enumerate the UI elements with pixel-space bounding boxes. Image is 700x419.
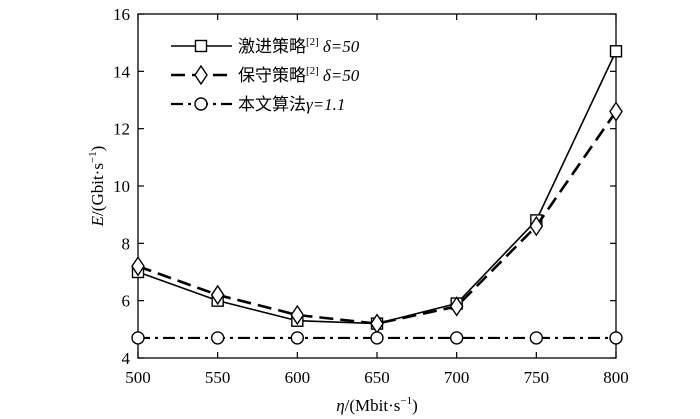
y-tick-label: 8	[122, 234, 131, 253]
series-2-point	[609, 101, 623, 122]
legend-ref: [2]	[306, 36, 319, 48]
x-tick-label: 750	[524, 368, 550, 387]
y-axis-var: E	[88, 215, 107, 227]
series-3	[131, 331, 623, 345]
y-tick-label: 14	[113, 62, 131, 81]
y-axis-label: E/(Gbit·s−1)	[87, 146, 107, 228]
legend-label-1: 激进策略[2] δ=50	[238, 36, 360, 56]
legend-param: δ=50	[323, 37, 360, 56]
series-3-point	[370, 331, 384, 345]
legend-marker-1	[194, 39, 208, 53]
legend-name: 激进策略	[238, 37, 306, 56]
legend-param: δ=50	[323, 66, 360, 85]
legend-marker-3	[194, 97, 208, 111]
y-tick-label: 10	[113, 177, 130, 196]
axis-ticks: 500 550 600 650 700 750 800 4 6 8 10 12 14 16	[113, 5, 629, 387]
series-3-point	[449, 331, 464, 345]
x-tick-label: 600	[285, 368, 311, 387]
x-axis-unit-exp: −1	[400, 395, 412, 407]
y-axis-unit: /(Gbit·s	[88, 163, 107, 216]
y-tick-label: 16	[113, 5, 130, 24]
series-2-point	[449, 296, 464, 317]
series-1-point	[609, 45, 623, 58]
legend-name: 本文算法	[238, 95, 306, 114]
x-tick-label: 550	[205, 368, 231, 387]
x-axis-var: η	[336, 396, 344, 415]
y-axis-unit-exp: −1	[87, 151, 99, 163]
x-tick-label: 500	[125, 368, 151, 387]
series-3-point	[609, 331, 623, 345]
series-layer	[131, 45, 623, 345]
series-3-point	[131, 331, 145, 345]
x-axis-label: η/(Mbit·s−1)	[336, 395, 418, 415]
y-axis-close: )	[88, 146, 107, 152]
series-3-point	[210, 331, 225, 345]
legend-marker-2	[194, 64, 208, 86]
series-2	[131, 101, 623, 334]
x-tick-label: 650	[364, 368, 390, 387]
legend-name: 保守策略	[238, 66, 306, 85]
y-tick-label: 6	[122, 292, 131, 311]
series-3-point	[529, 331, 544, 345]
legend-label-3: 本文算法γ=1.1	[238, 95, 345, 114]
series-2-point	[529, 215, 544, 237]
legend-param: γ=1.1	[306, 95, 345, 114]
legend-label-2: 保守策略[2] δ=50	[238, 65, 360, 85]
plot-frame	[137, 13, 617, 359]
legend-ref: [2]	[306, 65, 319, 77]
x-axis-unit: /(Mbit·s	[345, 396, 401, 415]
y-tick-label: 4	[122, 349, 131, 368]
y-tick-label: 12	[113, 120, 130, 139]
series-2-point	[210, 284, 225, 306]
series-1	[131, 45, 623, 330]
series-2-point	[290, 304, 305, 326]
x-tick-label: 800	[603, 368, 629, 387]
x-tick-label: 700	[444, 368, 470, 387]
series-3-point	[290, 331, 305, 345]
series-1-line	[137, 50, 617, 325]
series-2-line	[137, 110, 618, 325]
x-axis-close: )	[412, 396, 418, 415]
series-2-point	[370, 313, 384, 334]
series-2-point	[131, 256, 145, 277]
